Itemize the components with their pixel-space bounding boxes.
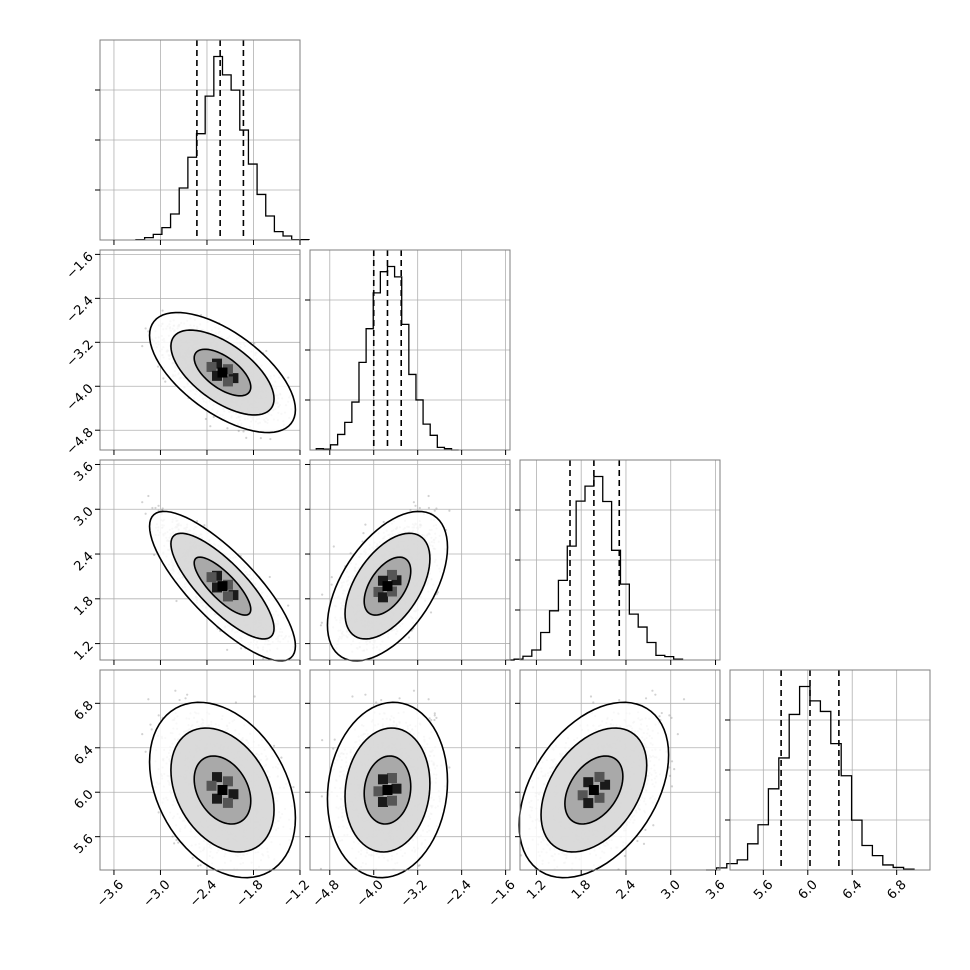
y-tick-label: −4.0: [64, 381, 97, 414]
density-cell: [217, 367, 228, 378]
sample-point: [156, 365, 160, 368]
sample-point: [209, 425, 212, 428]
sample-point: [204, 417, 207, 421]
histogram-step-1: [135, 55, 310, 241]
y-tick-label: −1.6: [64, 249, 97, 282]
histogram-panel-3: [505, 459, 721, 665]
y-tick-label: −3.2: [64, 337, 97, 370]
histogram-panel-2: [305, 249, 511, 455]
x-tick-label: 5.6: [751, 877, 776, 902]
sample-point: [245, 436, 248, 439]
sample-point: [287, 376, 290, 379]
sample-point: [259, 437, 262, 440]
sample-point: [268, 575, 271, 579]
sample-point: [141, 501, 144, 504]
sample-point: [269, 437, 272, 441]
sample-point: [265, 349, 268, 353]
sample-point: [162, 377, 165, 380]
sample-point: [240, 647, 243, 650]
sample-point: [141, 345, 144, 348]
x-tick-label: 6.8: [884, 877, 909, 902]
histogram-panel-1: [95, 39, 310, 245]
sample-point: [253, 342, 256, 345]
sample-point: [164, 380, 167, 383]
sample-point: [161, 309, 164, 312]
histogram-panel-4: 5.6 6.0 6.4 6.8: [706, 669, 931, 903]
sample-point: [237, 429, 240, 433]
sample-point: [147, 494, 150, 498]
x-tick-label: 6.0: [796, 877, 821, 902]
density-panel-2-1: −4.8 −4.0 −3.2 −2.4 −1.6: [64, 249, 301, 458]
density-panel-3-1: 1.21.82.43.03.6: [71, 459, 301, 665]
sample-point: [242, 430, 245, 433]
sample-point: [203, 524, 206, 527]
y-tick-label: −2.4: [64, 293, 97, 326]
density-cell: [222, 376, 233, 387]
sample-point: [212, 415, 215, 419]
sample-point: [226, 427, 229, 430]
histogram-step-3: [505, 475, 684, 661]
sample-point: [175, 599, 178, 603]
sample-point: [226, 648, 229, 651]
sample-point: [144, 327, 147, 330]
x-tick-label: 6.4: [840, 877, 865, 902]
density-cell: [206, 361, 217, 372]
y-tick-label: −4.8: [64, 425, 97, 458]
